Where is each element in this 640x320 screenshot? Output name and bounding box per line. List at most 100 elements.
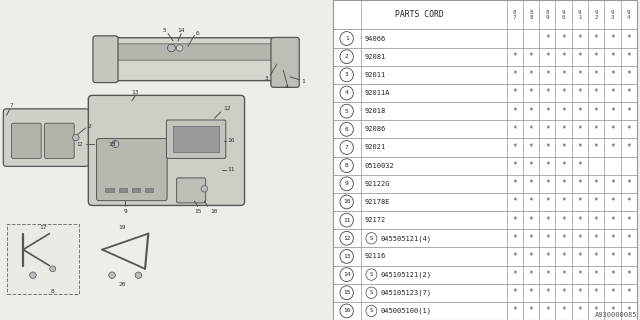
Text: *: * — [577, 179, 582, 188]
Text: *: * — [561, 288, 566, 297]
Text: *: * — [529, 270, 533, 279]
Circle shape — [340, 68, 353, 82]
Text: 92018: 92018 — [364, 108, 386, 114]
Text: *: * — [594, 197, 598, 206]
Text: 6: 6 — [196, 31, 200, 36]
Text: 11: 11 — [343, 218, 351, 223]
Circle shape — [340, 231, 353, 245]
Text: *: * — [577, 288, 582, 297]
Text: *: * — [545, 161, 550, 170]
Circle shape — [340, 195, 353, 209]
Text: *: * — [627, 125, 631, 134]
Text: 14: 14 — [177, 28, 185, 33]
Text: *: * — [594, 107, 598, 116]
Text: *: * — [529, 52, 533, 61]
Text: *: * — [561, 125, 566, 134]
Text: *: * — [561, 107, 566, 116]
Text: *: * — [513, 125, 517, 134]
Text: *: * — [577, 89, 582, 98]
Text: *: * — [577, 234, 582, 243]
Text: *: * — [627, 307, 631, 316]
Text: *: * — [594, 288, 598, 297]
Bar — [145, 188, 153, 192]
Text: *: * — [577, 52, 582, 61]
Text: 4: 4 — [345, 91, 349, 95]
Text: 9
0: 9 0 — [562, 10, 565, 20]
Text: *: * — [561, 307, 566, 316]
Text: *: * — [561, 34, 566, 43]
Text: 1: 1 — [301, 79, 305, 84]
Text: 92081: 92081 — [364, 54, 386, 60]
Text: *: * — [627, 270, 631, 279]
Text: *: * — [577, 70, 582, 79]
Text: *: * — [610, 179, 615, 188]
Text: 92122G: 92122G — [364, 181, 390, 187]
Text: *: * — [513, 307, 517, 316]
Bar — [333, 302, 637, 320]
Text: 8
8: 8 8 — [529, 10, 532, 20]
Circle shape — [340, 250, 353, 263]
Circle shape — [340, 177, 353, 191]
Circle shape — [340, 286, 353, 300]
Text: 13: 13 — [131, 90, 139, 95]
Bar — [333, 156, 637, 175]
Text: 045105123(7): 045105123(7) — [381, 290, 431, 296]
Text: *: * — [594, 216, 598, 225]
Text: *: * — [561, 197, 566, 206]
Bar — [173, 126, 219, 152]
Text: *: * — [561, 270, 566, 279]
Text: 9: 9 — [124, 209, 127, 214]
Bar — [106, 188, 114, 192]
Text: *: * — [561, 179, 566, 188]
Text: 045505121(4): 045505121(4) — [381, 235, 431, 242]
Text: *: * — [577, 161, 582, 170]
Text: 8: 8 — [51, 289, 54, 294]
Text: 4: 4 — [285, 84, 289, 89]
Text: 92172: 92172 — [364, 217, 386, 223]
Text: *: * — [627, 288, 631, 297]
Text: 1: 1 — [345, 36, 349, 41]
FancyBboxPatch shape — [166, 120, 226, 158]
Circle shape — [340, 50, 353, 64]
Text: *: * — [529, 288, 533, 297]
Text: *: * — [577, 252, 582, 261]
Bar — [6, 224, 79, 294]
FancyBboxPatch shape — [45, 123, 74, 158]
Text: *: * — [513, 216, 517, 225]
Text: *: * — [577, 125, 582, 134]
Bar — [333, 66, 637, 84]
Circle shape — [168, 44, 175, 52]
Text: *: * — [594, 234, 598, 243]
Text: *: * — [594, 252, 598, 261]
Bar — [333, 0, 637, 29]
Text: 7: 7 — [10, 103, 13, 108]
Text: *: * — [577, 143, 582, 152]
Text: PARTS CORD: PARTS CORD — [396, 10, 444, 19]
Bar — [333, 102, 637, 120]
Text: *: * — [627, 70, 631, 79]
Text: *: * — [513, 107, 517, 116]
Text: 13: 13 — [343, 254, 351, 259]
Text: *: * — [529, 179, 533, 188]
Text: *: * — [561, 234, 566, 243]
Circle shape — [366, 287, 377, 299]
Text: S: S — [370, 272, 373, 277]
Text: *: * — [513, 70, 517, 79]
Text: *: * — [627, 34, 631, 43]
Text: *: * — [545, 34, 550, 43]
Text: *: * — [529, 161, 533, 170]
Circle shape — [201, 186, 207, 192]
Circle shape — [72, 134, 79, 141]
Text: *: * — [513, 52, 517, 61]
Text: 12: 12 — [343, 236, 351, 241]
Text: *: * — [545, 288, 550, 297]
Circle shape — [366, 269, 377, 280]
Text: 9
3: 9 3 — [611, 10, 614, 20]
FancyBboxPatch shape — [102, 38, 284, 81]
Text: *: * — [627, 52, 631, 61]
Circle shape — [177, 45, 183, 51]
Text: *: * — [594, 143, 598, 152]
Text: *: * — [545, 89, 550, 98]
Text: 045005100(1): 045005100(1) — [381, 308, 431, 314]
Text: *: * — [610, 307, 615, 316]
